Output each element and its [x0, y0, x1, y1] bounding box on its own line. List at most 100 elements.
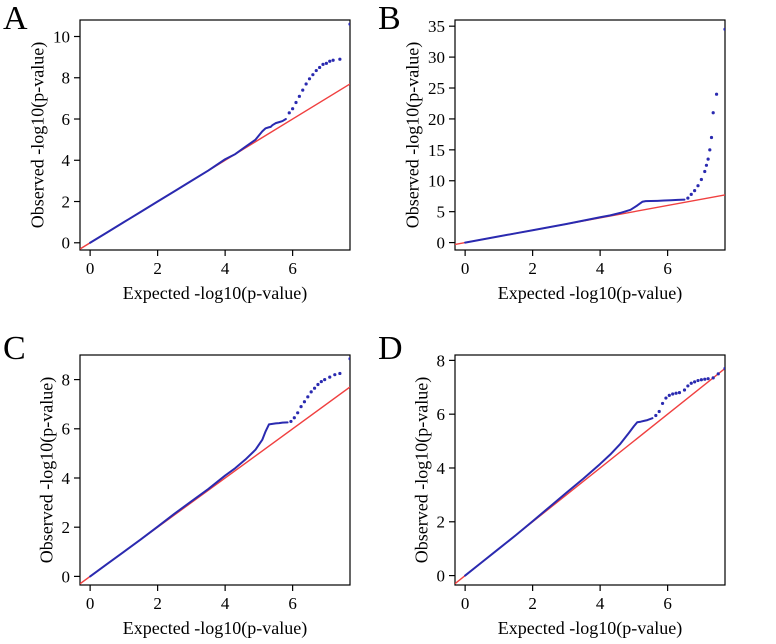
x-tick-label: 6 [288, 259, 297, 278]
data-point [315, 69, 318, 72]
data-point [293, 416, 296, 419]
data-point [313, 387, 316, 390]
data-point [686, 384, 689, 387]
data-point [705, 164, 708, 167]
data-line [90, 422, 287, 576]
y-tick-label: 10 [53, 27, 70, 46]
x-tick-label: 4 [221, 259, 230, 278]
data-point [693, 189, 696, 192]
data-point [328, 376, 331, 379]
y-tick-label: 0 [437, 567, 446, 586]
x-tick-label: 0 [86, 594, 95, 613]
data-point [686, 196, 689, 199]
x-tick-label: 6 [288, 594, 297, 613]
data-point [703, 170, 706, 173]
y-tick-label: 6 [437, 405, 446, 424]
y-tick-label: 2 [62, 518, 71, 537]
data-point [288, 111, 291, 114]
data-point [332, 59, 335, 62]
data-point [683, 388, 686, 391]
data-point [348, 23, 351, 26]
data-point [671, 392, 674, 395]
data-point [298, 95, 301, 98]
data-point [712, 111, 715, 114]
data-point [294, 101, 297, 104]
y-tick-label: 2 [62, 192, 71, 211]
data-point [717, 372, 720, 375]
data-point [723, 367, 726, 370]
y-tick-label: 10 [428, 172, 445, 191]
data-point [328, 60, 331, 63]
y-tick-label: 20 [428, 110, 445, 129]
data-point [311, 73, 314, 76]
y-tick-label: 8 [437, 351, 446, 370]
data-point [708, 148, 711, 151]
data-point [710, 136, 713, 139]
x-axis-label: Expected -log10(p-value) [123, 618, 307, 639]
x-tick-label: 2 [528, 259, 537, 278]
y-tick-label: 5 [437, 203, 446, 222]
x-tick-label: 0 [461, 594, 470, 613]
data-point [333, 373, 336, 376]
y-axis-label: Observed -log10(p-value) [27, 42, 48, 228]
y-tick-label: 0 [62, 234, 71, 253]
data-point [299, 405, 302, 408]
data-point [712, 376, 715, 379]
data-point [320, 380, 323, 383]
data-point [668, 394, 671, 397]
y-tick-label: 0 [437, 234, 446, 253]
data-point [318, 66, 321, 69]
data-line [90, 119, 286, 243]
x-tick-label: 0 [461, 259, 470, 278]
y-tick-label: 15 [428, 141, 445, 160]
data-point [305, 82, 308, 85]
x-axis-label: Expected -log10(p-value) [498, 283, 682, 304]
x-tick-label: 4 [596, 594, 605, 613]
y-tick-label: 25 [428, 79, 445, 98]
data-point [289, 420, 292, 423]
y-axis-label: Observed -log10(p-value) [402, 42, 423, 228]
x-tick-label: 2 [153, 259, 162, 278]
qq-plot-d: 024602468Expected -log10(p-value)Observe… [397, 351, 731, 643]
qq-plot-c: 024602468Expected -log10(p-value)Observe… [22, 351, 356, 643]
data-point [308, 77, 311, 80]
data-point [654, 414, 657, 417]
data-point [674, 392, 677, 395]
data-point [310, 390, 313, 393]
data-point [678, 391, 681, 394]
data-point [696, 184, 699, 187]
data-point [291, 107, 294, 110]
data-point [338, 58, 341, 61]
data-point [703, 378, 706, 381]
y-axis-label: Observed -log10(p-value) [412, 377, 433, 563]
x-tick-label: 6 [663, 259, 672, 278]
y-tick-label: 8 [62, 371, 71, 390]
data-point [693, 380, 696, 383]
data-point [700, 378, 703, 381]
axis-frame [455, 20, 725, 250]
x-axis-label: Expected -log10(p-value) [498, 618, 682, 639]
y-tick-label: 2 [437, 513, 446, 532]
y-tick-label: 4 [62, 469, 71, 488]
qq-figure: A02460246810Expected -log10(p-value)Obse… [0, 0, 776, 644]
data-point [707, 158, 710, 161]
data-line [465, 200, 684, 243]
y-tick-label: 6 [62, 420, 71, 439]
data-point [316, 383, 319, 386]
data-point [700, 178, 703, 181]
data-point [301, 89, 304, 92]
data-point [321, 63, 324, 66]
x-tick-label: 4 [221, 594, 230, 613]
y-tick-label: 6 [62, 110, 71, 129]
qq-plot-b: 024605101520253035Expected -log10(p-valu… [397, 16, 731, 308]
x-tick-label: 2 [528, 594, 537, 613]
data-point [296, 411, 299, 414]
data-point [715, 93, 718, 96]
data-point [661, 402, 664, 405]
x-axis-label: Expected -log10(p-value) [123, 283, 307, 304]
data-point [723, 28, 726, 31]
data-point [658, 410, 661, 413]
data-point [690, 382, 693, 385]
y-tick-label: 4 [437, 459, 446, 478]
data-point [323, 378, 326, 381]
